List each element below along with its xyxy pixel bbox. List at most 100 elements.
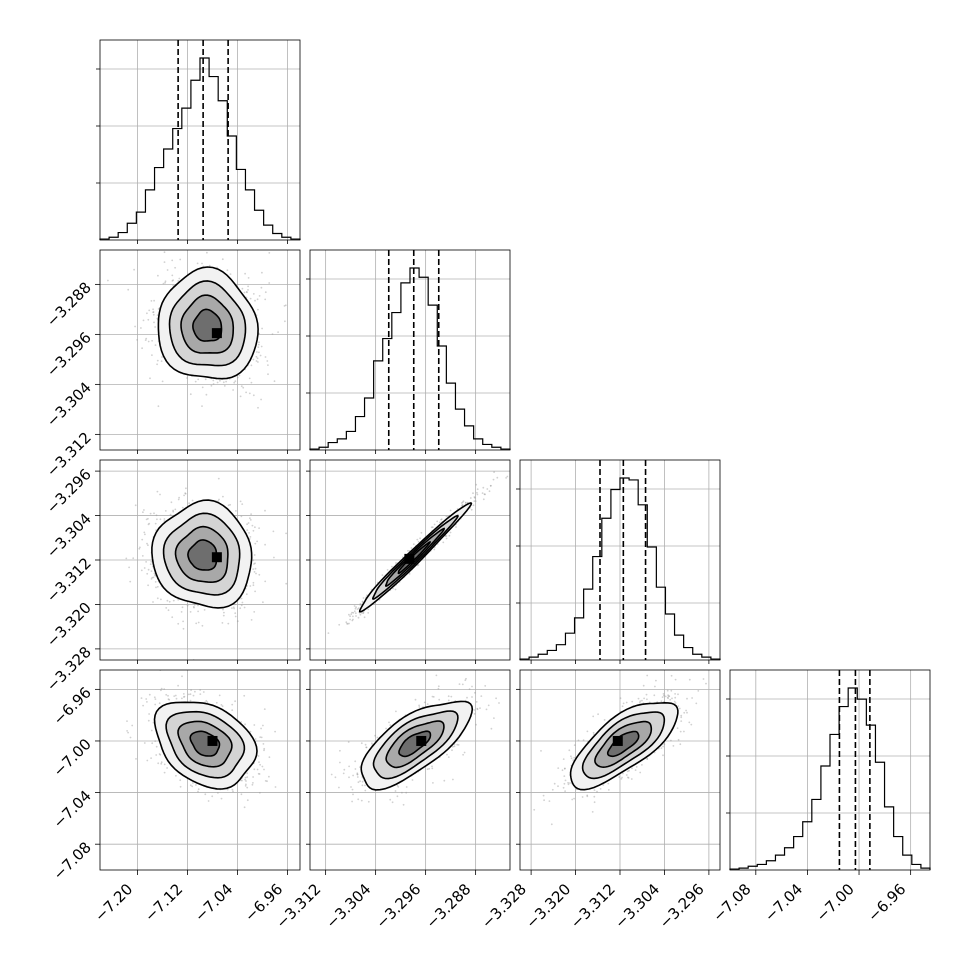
scatter-point <box>107 280 109 282</box>
scatter-point <box>203 691 205 693</box>
scatter-point <box>197 605 199 607</box>
scatter-point <box>413 543 415 545</box>
scatter-point <box>218 478 220 480</box>
scatter-point <box>247 286 249 288</box>
scatter-point <box>462 504 464 506</box>
scatter-point <box>459 683 461 685</box>
scatter-point <box>164 261 166 263</box>
scatter-point <box>133 269 135 271</box>
panel-content <box>100 669 300 870</box>
scatter-point <box>268 776 270 778</box>
scatter-point <box>185 487 187 489</box>
scatter-point <box>441 518 443 520</box>
scatter-point <box>261 346 263 348</box>
scatter-point <box>222 609 224 611</box>
scatter-point <box>201 263 203 265</box>
scatter-point <box>258 773 260 775</box>
scatter-point <box>166 767 168 769</box>
scatter-point <box>358 781 360 783</box>
scatter-point <box>129 581 131 583</box>
scatter-point <box>177 623 179 625</box>
scatter-point <box>246 787 248 789</box>
scatter-point <box>155 754 157 756</box>
scatter-point <box>146 760 148 762</box>
scatter-point <box>493 471 495 473</box>
scatter-point <box>156 363 158 365</box>
scatter-point <box>434 524 436 526</box>
scatter-point <box>217 792 219 794</box>
scatter-point <box>153 300 155 302</box>
scatter-point <box>477 488 479 490</box>
scatter-point <box>246 772 248 774</box>
scatter-point <box>245 392 247 394</box>
scatter-point <box>242 288 244 290</box>
scatter-point <box>257 769 259 771</box>
scatter-point <box>231 709 233 711</box>
scatter-point <box>436 521 438 523</box>
scatter-point <box>151 578 153 580</box>
scatter-point <box>389 799 391 801</box>
scatter-point <box>261 272 263 274</box>
scatter-point <box>349 619 351 621</box>
scatter-point <box>174 509 176 511</box>
scatter-point <box>246 593 248 595</box>
scatter-point <box>362 785 364 787</box>
scatter-point <box>193 606 195 608</box>
scatter-point <box>172 279 174 281</box>
scatter-point <box>521 456 523 458</box>
scatter-point <box>181 675 183 677</box>
scatter-point <box>134 326 136 328</box>
scatter-point <box>257 346 259 348</box>
scatter-point <box>395 589 397 591</box>
scatter-point <box>355 612 357 614</box>
scatter-point <box>252 776 254 778</box>
scatter-point <box>258 341 260 343</box>
scatter-point <box>254 300 256 302</box>
scatter-point <box>258 574 260 576</box>
scatter-point <box>246 523 248 525</box>
scatter-point <box>157 762 159 764</box>
scatter-point <box>171 260 173 262</box>
scatter-point <box>259 736 261 738</box>
scatter-point <box>216 702 218 704</box>
scatter-point <box>144 742 146 744</box>
scatter-point <box>252 568 254 570</box>
scatter-point <box>406 786 408 788</box>
scatter-point <box>272 333 274 335</box>
scatter-point <box>171 616 173 618</box>
scatter-point <box>260 399 262 401</box>
scatter-point <box>147 518 149 520</box>
scatter-point <box>153 512 155 514</box>
scatter-point <box>431 768 433 770</box>
scatter-point <box>164 251 166 253</box>
scatter-point <box>181 698 183 700</box>
scatter-point <box>152 308 154 310</box>
scatter-point <box>449 535 451 537</box>
scatter-point <box>251 365 253 367</box>
scatter-point <box>264 299 266 301</box>
scatter-point <box>463 500 465 502</box>
scatter-point <box>131 725 133 727</box>
scatter-point <box>446 516 448 518</box>
scatter-point <box>476 701 478 703</box>
scatter-point <box>277 331 279 333</box>
scatter-point <box>470 497 472 499</box>
scatter-point <box>237 377 239 379</box>
scatter-point <box>262 766 264 768</box>
scatter-point <box>418 706 420 708</box>
scatter-point <box>165 607 167 609</box>
scatter-point <box>348 623 350 625</box>
scatter-point <box>247 289 249 291</box>
scatter-point <box>190 784 192 786</box>
scatter-point <box>150 563 152 565</box>
scatter-point <box>256 356 258 358</box>
scatter-point <box>168 609 170 611</box>
scatter-point <box>197 379 199 381</box>
scatter-point <box>130 737 132 739</box>
panel-content <box>310 456 523 660</box>
scatter-point <box>223 615 225 617</box>
scatter-point <box>205 378 207 380</box>
scatter-point <box>172 510 174 512</box>
scatter-point <box>212 380 214 382</box>
scatter-point <box>206 252 208 254</box>
